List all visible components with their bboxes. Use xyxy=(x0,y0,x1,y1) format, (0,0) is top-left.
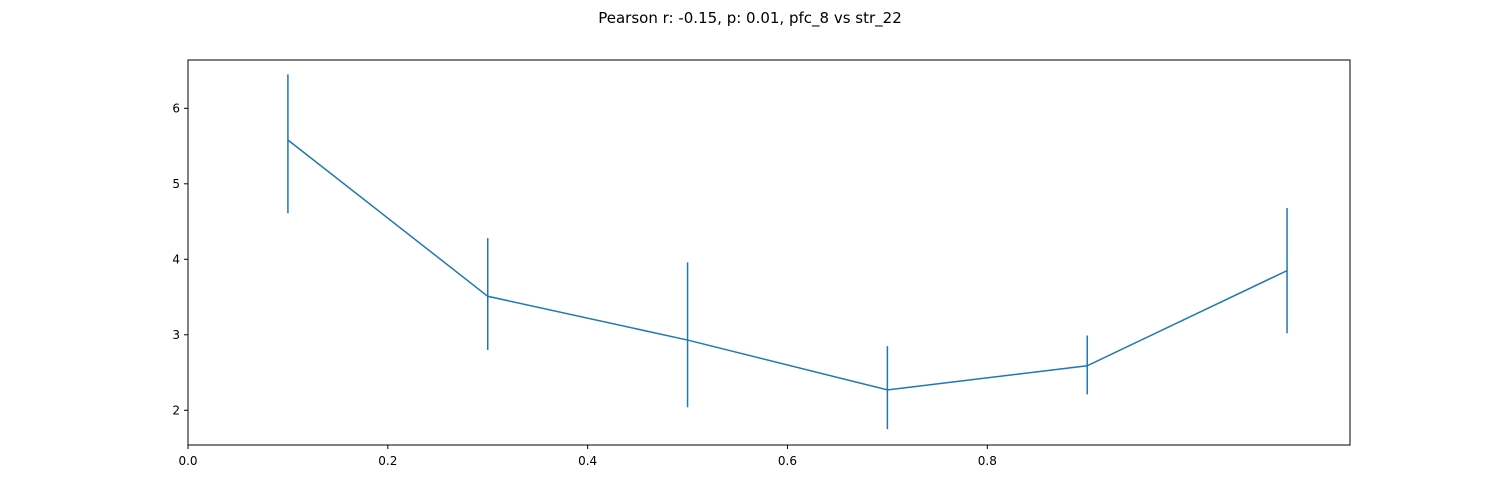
y-tick-label: 5 xyxy=(172,177,180,191)
y-tick-label: 4 xyxy=(172,252,180,266)
x-tick-label: 0.0 xyxy=(178,454,197,468)
y-tick-label: 6 xyxy=(172,101,180,115)
x-tick-label: 0.8 xyxy=(978,454,997,468)
x-axis: 0.0 0.2 0.4 0.6 0.8 xyxy=(178,445,997,468)
series-line xyxy=(287,139,1288,391)
y-axis: 2 3 4 5 6 xyxy=(172,101,188,417)
y-tick-label: 3 xyxy=(172,328,180,342)
y-tick-label: 2 xyxy=(172,403,180,417)
x-tick-label: 0.6 xyxy=(778,454,797,468)
x-tick-label: 0.2 xyxy=(378,454,397,468)
x-tick-label: 0.4 xyxy=(578,454,597,468)
axes-frame xyxy=(187,59,1351,446)
plot-area xyxy=(287,74,1288,430)
chart-title: Pearson r: -0.15, p: 0.01, pfc_8 vs str_… xyxy=(598,9,902,28)
